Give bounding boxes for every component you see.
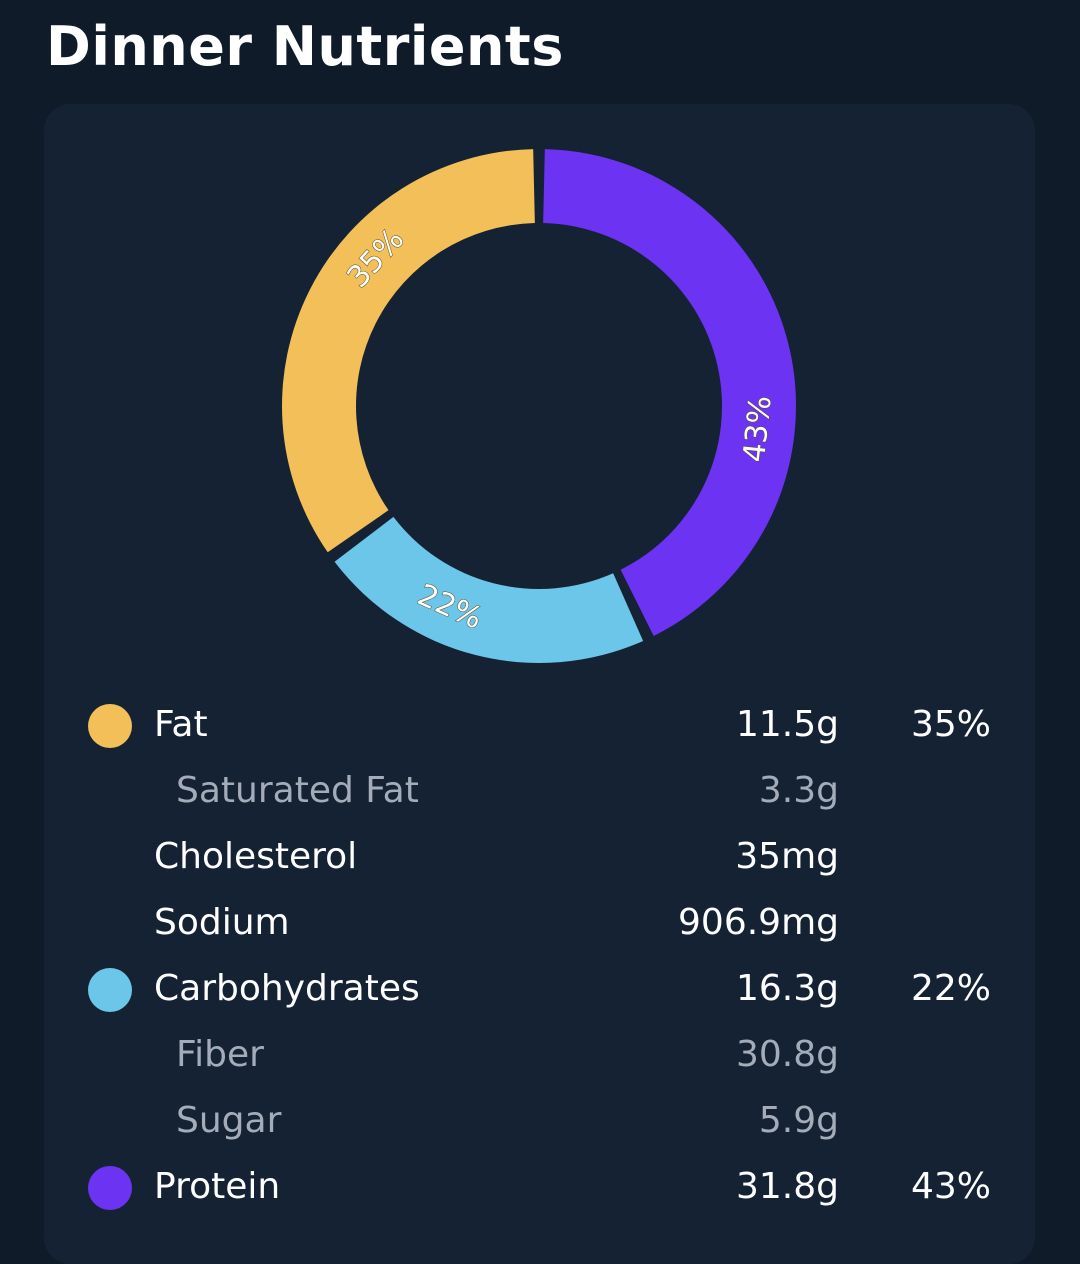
- nutrient-row-carbohydrates: Carbohydrates 16.3g 22%: [44, 956, 1035, 1022]
- nutrient-amount: 5.9g: [758, 1100, 839, 1141]
- nutrient-amount: 11.5g: [735, 704, 839, 745]
- nutrient-amount: 31.8g: [735, 1166, 839, 1207]
- nutrient-row-fat: Fat 11.5g 35%: [44, 692, 1035, 758]
- donut-label-protein: 43%: [737, 394, 779, 464]
- nutrient-amount: 3.3g: [758, 770, 839, 811]
- nutrient-amount: 30.8g: [735, 1034, 839, 1075]
- nutrient-name: Fiber: [176, 1034, 264, 1075]
- carbohydrates-color-dot: [88, 968, 132, 1012]
- donut-slice-carbohydrates: [334, 516, 644, 663]
- nutrient-amount: 16.3g: [735, 968, 839, 1009]
- fat-color-dot: [88, 704, 132, 748]
- nutrient-name: Sugar: [176, 1100, 282, 1141]
- nutrient-name: Fat: [154, 704, 208, 745]
- donut-slice-protein: [543, 149, 796, 636]
- nutrient-percent: 35%: [910, 704, 991, 745]
- nutrients-card: 43% 22% 35% Fat 11.5g 35% Saturated Fat 3.…: [44, 104, 1035, 1264]
- nutrient-name: Protein: [154, 1166, 281, 1207]
- nutrient-name: Sodium: [154, 902, 290, 943]
- nutrient-row-sugar: Sugar 5.9g: [44, 1088, 1035, 1154]
- nutrient-percent: 22%: [910, 968, 991, 1009]
- nutrient-percent: 43%: [910, 1166, 991, 1207]
- nutrient-row-fiber: Fiber 30.8g: [44, 1022, 1035, 1088]
- protein-color-dot: [88, 1166, 132, 1210]
- nutrient-list: Fat 11.5g 35% Saturated Fat 3.3g Cholest…: [44, 692, 1035, 1220]
- macro-donut-chart: 43%22%35%: [282, 149, 796, 663]
- nutrient-amount: 906.9mg: [678, 902, 839, 943]
- nutrient-row-protein: Protein 31.8g 43%: [44, 1154, 1035, 1220]
- nutrient-name: Carbohydrates: [154, 968, 420, 1009]
- page-title: Dinner Nutrients: [46, 15, 564, 78]
- nutrient-row-sodium: Sodium 906.9mg: [44, 890, 1035, 956]
- nutrient-row-cholesterol: Cholesterol 35mg: [44, 824, 1035, 890]
- nutrient-name: Saturated Fat: [176, 770, 419, 811]
- nutrient-amount: 35mg: [735, 836, 839, 877]
- nutrient-name: Cholesterol: [154, 836, 358, 877]
- donut-slice-fat: [282, 149, 535, 553]
- nutrient-row-saturated-fat: Saturated Fat 3.3g: [44, 758, 1035, 824]
